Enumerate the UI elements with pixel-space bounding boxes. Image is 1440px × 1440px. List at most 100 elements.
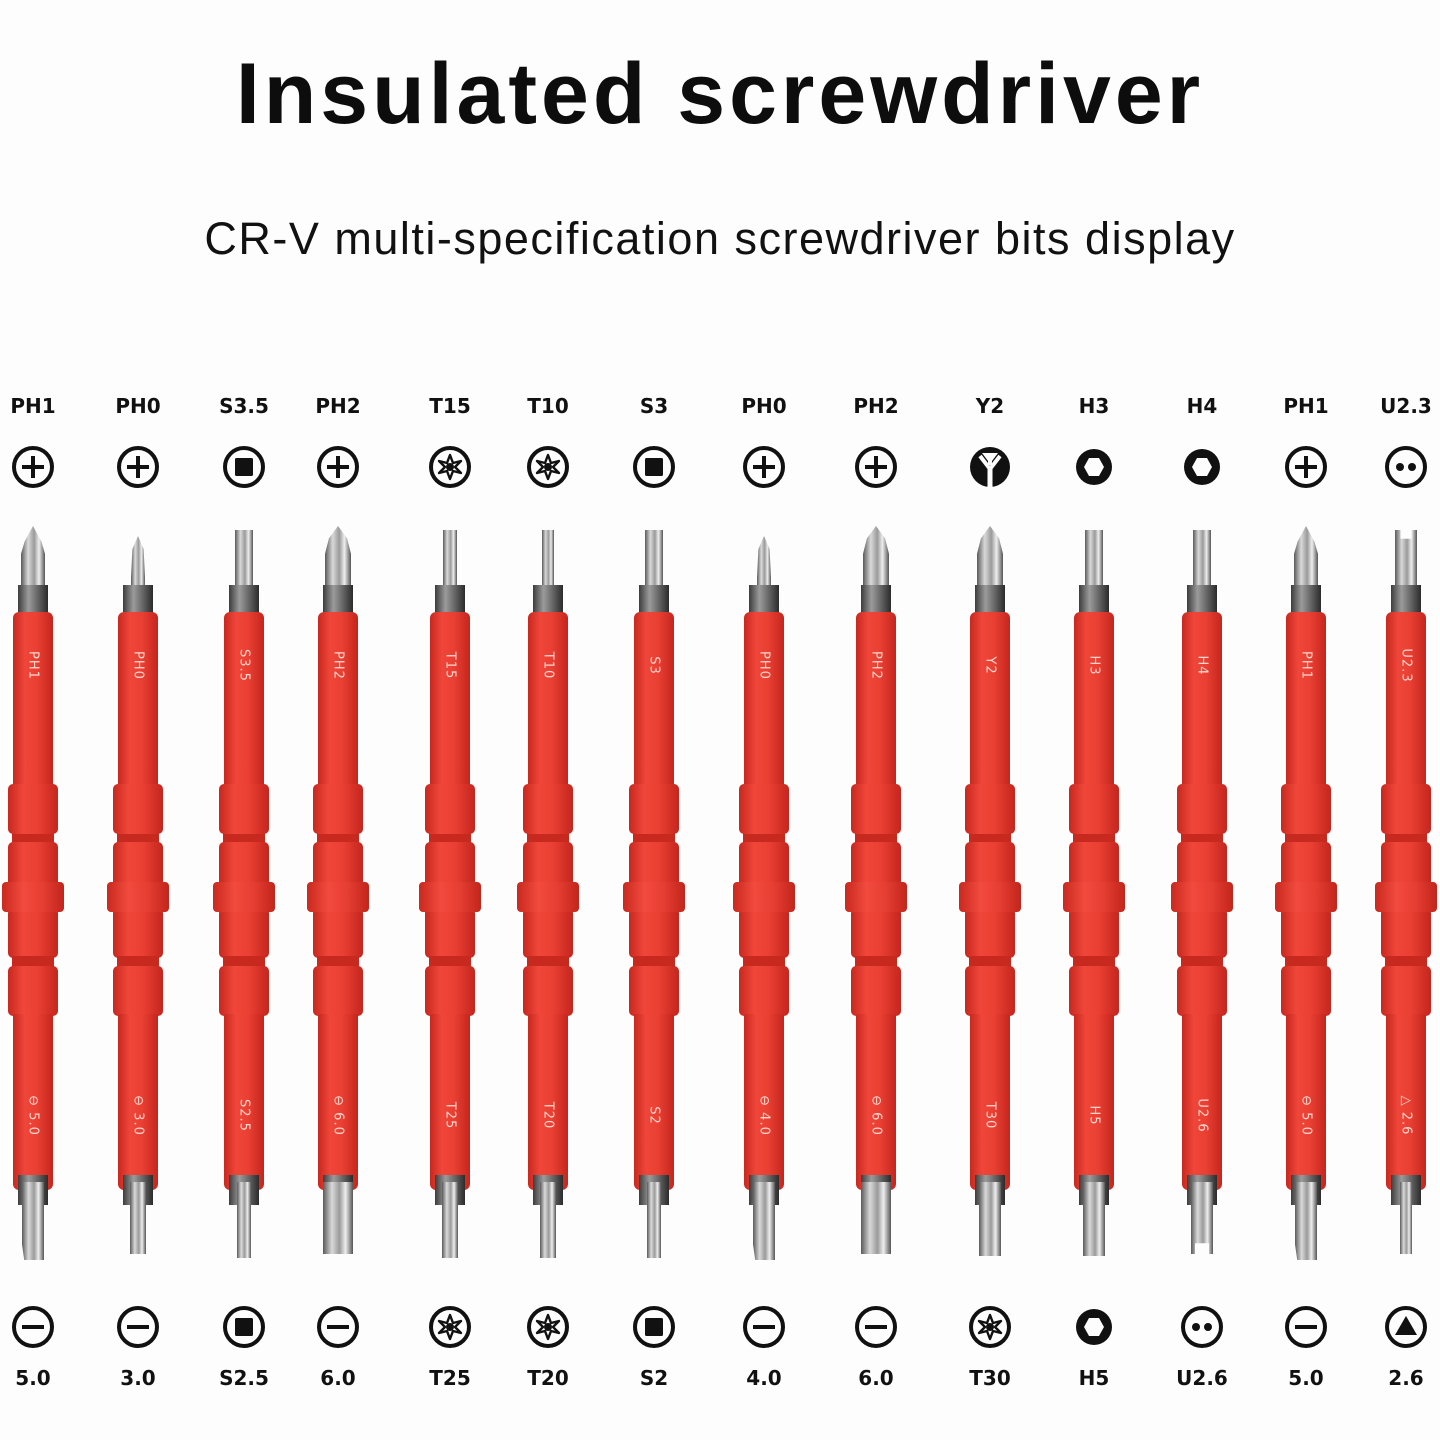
handle-neck [633,832,675,844]
handle-lower-shaft [118,1014,158,1190]
handle-grip-segment [629,784,679,834]
handle-lower-shaft [970,1014,1010,1190]
handle-lower-shaft [318,1014,358,1190]
handle-lower-shaft [1182,1014,1222,1190]
torx-icon [427,1304,473,1350]
handle-grip-segment [1069,966,1119,1016]
handle-label-bottom: T25 [442,1101,458,1130]
top-bit-label: T15 [429,394,471,418]
handle-neck [117,832,159,844]
handle-grip-segment [629,966,679,1016]
handle-label-top: S3.5 [236,649,252,682]
torx-icon [525,444,571,490]
handle-grip-segment [8,908,58,958]
bottom-bit-label: T30 [969,1366,1011,1390]
handle-neck [429,832,471,844]
handle-center-ring [959,882,1021,912]
bottom-bit-tip [237,1182,251,1258]
handle-upper-shaft [970,612,1010,788]
handle-neck [969,832,1011,844]
handle-label-top: T10 [540,651,556,680]
top-bit-label: H4 [1186,394,1218,418]
top-bit-tip [542,530,554,588]
bottom-bit-label: 6.0 [320,1366,356,1390]
handle-label-top: T15 [442,651,458,680]
handle-neck [223,832,265,844]
handle-neck [1073,832,1115,844]
handle-grip-segment [1177,784,1227,834]
handle-grip-segment [965,908,1015,958]
hex-icon [1179,444,1225,490]
handle-neck [743,956,785,968]
page-title: Insulated screwdriver [235,46,1205,142]
handle-label-bottom: ⊖ 6.0 [868,1095,884,1136]
handle-neck [633,956,675,968]
bottom-bit-label: T25 [429,1366,471,1390]
phillips-icon [115,444,161,490]
bottom-bit-tip [540,1182,556,1258]
handle-upper-shaft [118,612,158,788]
handle-label-bottom: H5 [1086,1105,1102,1126]
handle-neck [527,832,569,844]
handle-label-top: S3 [646,656,662,675]
top-bit-tip [977,526,1003,588]
top-bit-collar [639,585,669,615]
bottom-bit-tip [442,1182,458,1258]
torx-icon [525,1304,571,1350]
handle-neck [1073,956,1115,968]
handle-grip-segment [313,966,363,1016]
bottom-bit-tip [1400,1182,1412,1254]
phillips-icon [1283,444,1329,490]
handle-neck [743,832,785,844]
bottom-bit-label: U2.6 [1176,1366,1228,1390]
slotted-icon [741,1304,787,1350]
top-bit-tip [443,530,457,588]
top-bit-tip [235,530,253,588]
top-bit-tip [757,536,771,588]
handle-grip-segment [1381,966,1431,1016]
bottom-bit-label: T20 [527,1366,569,1390]
bottom-bit-tip [323,1182,353,1254]
handle-lower-shaft [1386,1014,1426,1190]
handle-grip-segment [8,784,58,834]
handle-neck [855,832,897,844]
handle-neck [1181,956,1223,968]
handle-grip-segment [1381,908,1431,958]
handle-label-top: PH1 [1298,651,1314,680]
handle-lower-shaft [634,1014,674,1190]
handle-grip-segment [523,908,573,958]
top-bit-label: PH1 [10,394,56,418]
phillips-icon [741,444,787,490]
handle-grip-segment [1069,784,1119,834]
handle-neck [12,956,54,968]
handle-label-bottom: ⊖ 6.0 [330,1095,346,1136]
handle-lower-shaft [1286,1014,1326,1190]
handle-center-ring [107,882,169,912]
bottom-bit-label: H5 [1078,1366,1110,1390]
handle-grip-segment [1281,908,1331,958]
bottom-bit-label: 4.0 [746,1366,782,1390]
handle-label-top: PH2 [868,651,884,680]
handle-lower-shaft [744,1014,784,1190]
handle-upper-shaft [1182,612,1222,788]
handle-neck [1285,832,1327,844]
handle-grip-segment [8,966,58,1016]
handle-label-bottom: T20 [540,1101,556,1130]
top-bit-collar [861,585,891,615]
handle-grip-segment [113,784,163,834]
handle-grip-segment [523,966,573,1016]
handle-neck [429,956,471,968]
square-icon [221,444,267,490]
top-bit-collar [435,585,465,615]
handle-neck [1385,956,1427,968]
handle-upper-shaft [430,612,470,788]
top-bit-label: T10 [527,394,569,418]
handle-lower-shaft [430,1014,470,1190]
handle-center-ring [1375,882,1437,912]
square-icon [221,1304,267,1350]
handle-grip-segment [523,784,573,834]
handle-label-bottom: ⊖ 3.0 [130,1095,146,1136]
top-bit-tip [21,526,45,588]
handle-label-bottom: ⊖ 5.0 [1298,1095,1314,1136]
handle-upper-shaft [1074,612,1114,788]
